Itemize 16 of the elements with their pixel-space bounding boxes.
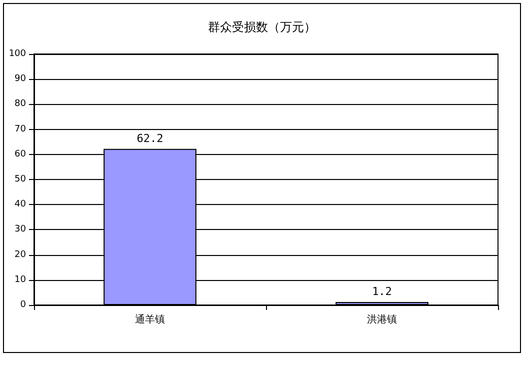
y-tick-label: 80 [14,99,26,110]
y-tick-label: 70 [14,124,26,134]
y-tick-label: 0 [20,300,26,310]
y-tick-label: 50 [14,174,26,184]
chart-title: 群众受损数（万元） [208,20,316,34]
x-tick-label: 洪港镇 [367,314,397,326]
y-tick-label: 60 [14,149,26,160]
y-tick-label: 90 [14,74,26,84]
data-label: 62.2 [136,132,164,145]
x-tick-label: 通羊镇 [135,314,165,326]
y-tick-label: 10 [14,274,26,285]
y-tick-label: 30 [14,224,26,235]
y-tick-label: 20 [14,250,26,260]
y-tick-label: 40 [14,200,26,210]
data-label: 1.2 [372,284,392,298]
y-tick-label: 100 [8,49,26,59]
